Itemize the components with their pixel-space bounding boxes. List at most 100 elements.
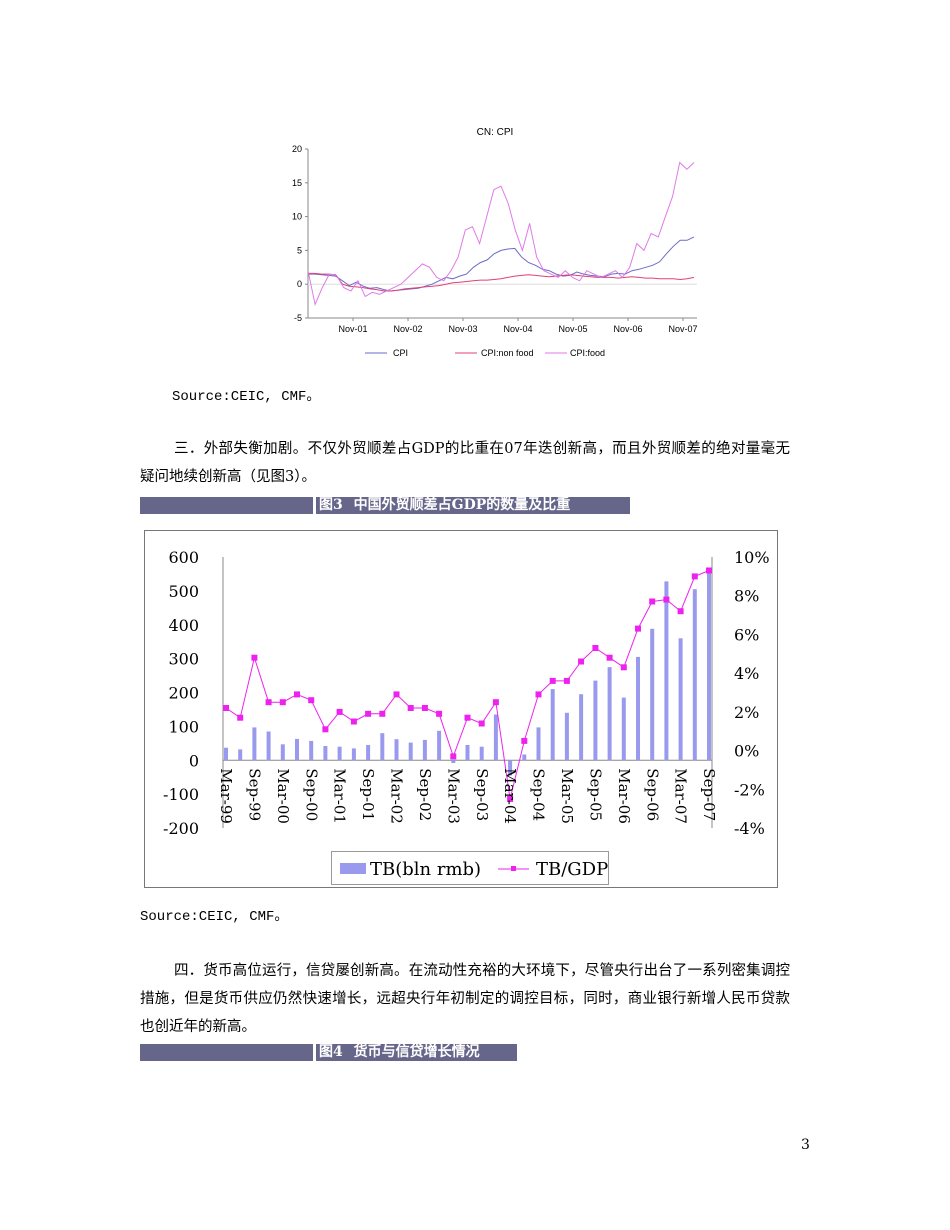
tb-bar bbox=[323, 746, 328, 761]
x-axis-label: Mar-00 bbox=[274, 768, 292, 824]
tb-gdp-point bbox=[578, 658, 585, 665]
tb-gdp-point bbox=[322, 726, 329, 733]
tb-gdp-point bbox=[407, 705, 414, 711]
page-number: 3 bbox=[801, 1137, 810, 1153]
tb-bar bbox=[224, 747, 228, 761]
tb-bar bbox=[309, 740, 314, 761]
tb-gdp-point bbox=[592, 645, 599, 651]
left-tick-label: 400 bbox=[168, 616, 199, 635]
tb-bar bbox=[579, 694, 584, 761]
tb-gdp-point bbox=[450, 753, 457, 760]
figure-4-label: 图4 bbox=[319, 1044, 343, 1060]
legend-cpi-food: CPI:food bbox=[570, 348, 605, 358]
figure-4-title: 货币与信贷增长情况 bbox=[353, 1044, 480, 1060]
left-tick-label: 300 bbox=[168, 650, 199, 669]
legend-cpi-non-food: CPI:non food bbox=[481, 348, 534, 358]
tb-bar bbox=[522, 754, 527, 761]
tb-gdp-point bbox=[379, 710, 386, 717]
tb-bar bbox=[607, 667, 612, 761]
x-axis-label: Mar-05 bbox=[558, 768, 576, 824]
legend-bar-swatch bbox=[340, 863, 366, 874]
tb-gdp-point bbox=[308, 697, 315, 704]
tb-bar bbox=[536, 727, 541, 761]
paragraph-4: 四．货币高位运行，信贷屡创新高。在流动性充裕的大环境下，尽管央行出台了一系列密集… bbox=[140, 963, 790, 1035]
legend-tb: TB(bln rmb) bbox=[370, 859, 481, 880]
y-tick-label: -5 bbox=[294, 313, 302, 323]
right-tick-label: 8% bbox=[734, 587, 759, 606]
x-axis-label: Sep-99 bbox=[245, 768, 263, 821]
tb-gdp-point bbox=[507, 796, 514, 802]
tb-gdp-point bbox=[691, 573, 698, 580]
trade-balance-chart: 600 500 400 300 200 100 0 -100 -200 10% 8% 6% 4% 2% 0… bbox=[144, 530, 778, 888]
x-tick-label: Nov-03 bbox=[448, 324, 477, 334]
x-axis-label: Sep-00 bbox=[302, 768, 320, 821]
left-tick-label: -200 bbox=[163, 819, 199, 838]
tb-bar bbox=[550, 689, 555, 761]
x-axis-label: Mar-01 bbox=[331, 768, 349, 824]
tb-bar bbox=[422, 739, 427, 761]
tb-gdp-point bbox=[393, 691, 400, 698]
series-line-cpi bbox=[308, 236, 695, 292]
tb-bar bbox=[351, 748, 356, 761]
chart-title: CN: CPI bbox=[477, 127, 514, 138]
tb-bar bbox=[380, 733, 385, 761]
tb-gdp-point bbox=[464, 714, 471, 721]
tb-gdp-point bbox=[549, 677, 556, 684]
tb-bar bbox=[593, 680, 598, 761]
tb-gdp-point bbox=[294, 691, 300, 698]
tb-bar bbox=[451, 760, 456, 763]
tb-gdp-point bbox=[677, 608, 684, 615]
x-axis-label: Mar-07 bbox=[672, 768, 690, 824]
tb-bar bbox=[252, 727, 257, 761]
tb-gdp-point bbox=[706, 567, 712, 574]
tb-bar bbox=[337, 746, 342, 761]
x-axis-label: Sep-03 bbox=[473, 768, 491, 821]
legend-box bbox=[331, 851, 609, 885]
tb-bar bbox=[479, 746, 484, 761]
x-tick-label: Nov-05 bbox=[558, 324, 587, 334]
tb-bar bbox=[493, 714, 498, 761]
tb-gdp-point bbox=[279, 699, 286, 706]
chart-frame bbox=[144, 530, 778, 888]
left-tick-label: -100 bbox=[163, 785, 199, 804]
legend-cpi: CPI bbox=[393, 348, 408, 358]
tb-bar bbox=[707, 568, 711, 761]
tb-gdp-point bbox=[635, 625, 641, 632]
x-tick-label: Nov-02 bbox=[393, 324, 422, 334]
x-axis-label: Mar-04 bbox=[501, 768, 519, 824]
y-tick-label: 10 bbox=[292, 212, 302, 222]
tb-bar bbox=[678, 638, 683, 761]
x-tick-label: Nov-07 bbox=[668, 324, 697, 334]
x-axis-label: Sep-07 bbox=[700, 768, 718, 821]
x-axis-label: Mar-06 bbox=[615, 768, 633, 824]
series-line-cpi-food bbox=[307, 161, 695, 307]
right-tick-label: 0% bbox=[734, 742, 759, 761]
x-axis-label: Sep-04 bbox=[530, 768, 548, 821]
tb-gdp-point bbox=[649, 598, 656, 605]
legend-tb-gdp: TB/GDP bbox=[536, 859, 608, 880]
left-tick-label: 200 bbox=[168, 684, 199, 703]
tb-gdp-point bbox=[663, 596, 670, 603]
tb-bar bbox=[664, 581, 669, 761]
left-tick-label: 100 bbox=[168, 717, 199, 736]
tb-gdp-point bbox=[478, 720, 485, 727]
cpi-chart: CN: CPI 20 15 10 5 0 -5 Nov-01 Nov-02 Nov-03 Nov… bbox=[292, 127, 698, 358]
right-tick-label: 2% bbox=[734, 703, 759, 722]
x-axis-label: Mar-02 bbox=[388, 768, 406, 824]
tb-gdp-point bbox=[421, 705, 428, 711]
chart-legend: CPI CPI:non food CPI:food bbox=[365, 348, 605, 358]
figure-3-label: 图3 bbox=[319, 497, 343, 513]
y-tick-label: 20 bbox=[292, 144, 302, 154]
x-axis-label: Sep-06 bbox=[643, 768, 661, 821]
source-note-1: Source:CEIC, CMF。 bbox=[172, 389, 321, 405]
x-axis-label: Mar-99 bbox=[217, 768, 235, 824]
x-tick-label: Nov-06 bbox=[613, 324, 642, 334]
tb-bar bbox=[266, 731, 271, 761]
figure-3-title: 中国外贸顺差占GDP的数量及比重 bbox=[353, 497, 571, 513]
tb-gdp-point bbox=[436, 710, 443, 717]
figure-4-caption: 图4 货币与信贷增长情况 bbox=[313, 1044, 483, 1061]
tb-bar bbox=[508, 760, 513, 776]
right-tick-label: -4% bbox=[734, 819, 765, 838]
paragraph-3: 三．外部失衡加剧。不仅外贸顺差占GDP的比重在07年迭创新高，而且外贸顺差的绝对… bbox=[140, 441, 790, 485]
tb-gdp-point bbox=[535, 691, 542, 698]
